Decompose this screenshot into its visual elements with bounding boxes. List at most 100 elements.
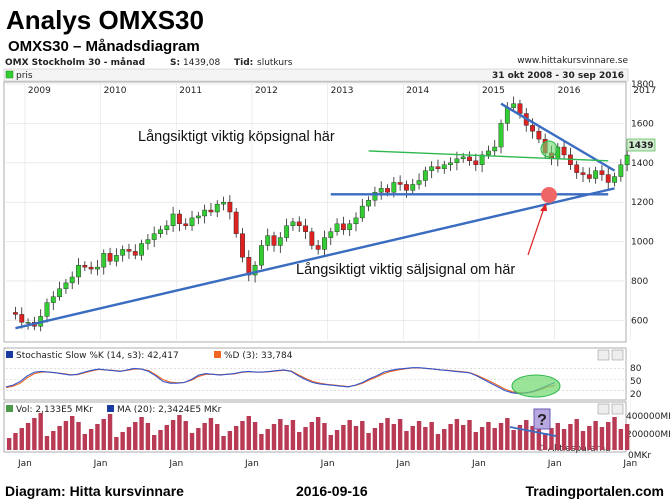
volume-bar	[353, 426, 359, 450]
candle-down	[473, 160, 479, 165]
volume-bar	[423, 427, 428, 450]
volume-bar	[252, 422, 258, 450]
volume-bar	[328, 435, 333, 450]
volume-bar	[536, 421, 542, 450]
volume-bar	[189, 433, 195, 450]
chart-s-label: S:	[170, 58, 180, 68]
candle-up	[454, 158, 460, 163]
sell-arrow	[527, 207, 545, 256]
volume-bar	[145, 423, 151, 450]
vol-close-icon[interactable]	[611, 403, 624, 415]
page-subtitle: OMXS30 – Månadsdiagram	[8, 38, 200, 55]
volume-bar	[107, 414, 113, 450]
candle-up	[410, 184, 416, 191]
vol-settings-icon[interactable]	[597, 403, 610, 415]
volume-bar	[88, 429, 94, 450]
month-label: Jan	[244, 459, 259, 469]
candle-up	[359, 205, 365, 219]
volume-bar	[297, 432, 302, 450]
candle-down	[467, 156, 472, 162]
price-tick-label: 600	[631, 316, 648, 326]
volume-bar	[70, 416, 75, 450]
candle-up	[95, 266, 100, 270]
volume-bar	[511, 430, 516, 450]
candle-up	[221, 201, 226, 205]
volume-bar	[76, 422, 81, 450]
month-label: Jan	[395, 459, 410, 469]
candle-up	[214, 203, 220, 213]
page-title: Analys OMXS30	[6, 5, 204, 35]
stoch-k-swatch	[6, 351, 13, 358]
volume-bar	[372, 428, 378, 450]
candle-down	[303, 225, 308, 232]
candle-up	[189, 217, 195, 226]
stoch-settings-icon[interactable]	[597, 349, 610, 361]
candle-up	[290, 221, 296, 226]
volume-bar	[44, 436, 50, 450]
volume-bar	[25, 423, 31, 450]
candle-up	[139, 243, 144, 256]
price-tick-label: 1000	[631, 238, 654, 248]
candle-up	[258, 245, 264, 266]
candle-up	[69, 276, 75, 284]
candle-up	[429, 166, 435, 171]
month-label: Jan	[17, 459, 32, 469]
volume-bar	[429, 422, 434, 450]
date-range: 31 okt 2008 - 30 sep 2016	[492, 71, 624, 81]
candle-up	[113, 255, 119, 262]
candle-down	[13, 312, 18, 315]
stoch-k-line	[5, 367, 556, 395]
candle-up	[322, 237, 327, 250]
candle-down	[315, 245, 321, 250]
volume-bar	[486, 422, 491, 450]
trendline-falling-resistance	[500, 102, 616, 172]
candle-up	[265, 235, 271, 246]
candle-down	[240, 233, 245, 258]
candle-down	[82, 264, 88, 268]
candle-down	[208, 209, 214, 213]
price-tick-label: 1400	[631, 159, 654, 169]
candle-up	[498, 123, 504, 148]
candle-up	[479, 154, 485, 165]
candle-down	[605, 174, 611, 183]
volume-bar	[391, 424, 397, 450]
volume-bar	[448, 424, 453, 450]
volume-bar	[120, 432, 125, 450]
year-label: 2011	[179, 86, 202, 96]
volume-bar	[410, 426, 415, 450]
candle-down	[183, 223, 189, 226]
stoch-level-80: 80	[630, 364, 642, 374]
volume-bar	[322, 423, 327, 450]
buy-signal-annotation: Långsiktigt viktig köpsignal här	[138, 129, 335, 145]
volume-bar	[467, 420, 472, 450]
candle-up	[593, 170, 599, 179]
volume-bar	[454, 419, 460, 450]
volume-bar	[341, 425, 346, 450]
candle-up	[44, 302, 50, 317]
candle-up	[372, 192, 378, 201]
candle-down	[385, 188, 390, 193]
volume-bar	[479, 427, 485, 450]
volume-bar	[38, 413, 43, 450]
volume-bar	[271, 424, 277, 450]
stoch-k-label: Stochastic Slow %K (14, s3): 42,417	[16, 351, 179, 361]
volume-bar	[473, 432, 479, 450]
stoch-close-icon[interactable]	[611, 349, 624, 361]
stoch-highlight	[511, 374, 561, 398]
volume-bar	[379, 423, 384, 450]
candle-up	[164, 225, 170, 230]
candle-up	[195, 215, 201, 219]
volume-trendline	[509, 426, 557, 437]
volume-bar	[435, 434, 441, 450]
volume-bar	[183, 421, 188, 450]
candle-up	[378, 188, 384, 193]
volume-bar	[460, 425, 466, 450]
year-label: 2010	[104, 86, 127, 96]
sell-signal-marker	[541, 187, 557, 203]
volume-bar	[51, 431, 56, 450]
volume-bar	[284, 425, 289, 450]
volume-bar	[524, 420, 529, 450]
legend-bar	[3, 68, 629, 82]
vol-swatch	[6, 405, 13, 412]
volume-bar	[240, 421, 245, 450]
